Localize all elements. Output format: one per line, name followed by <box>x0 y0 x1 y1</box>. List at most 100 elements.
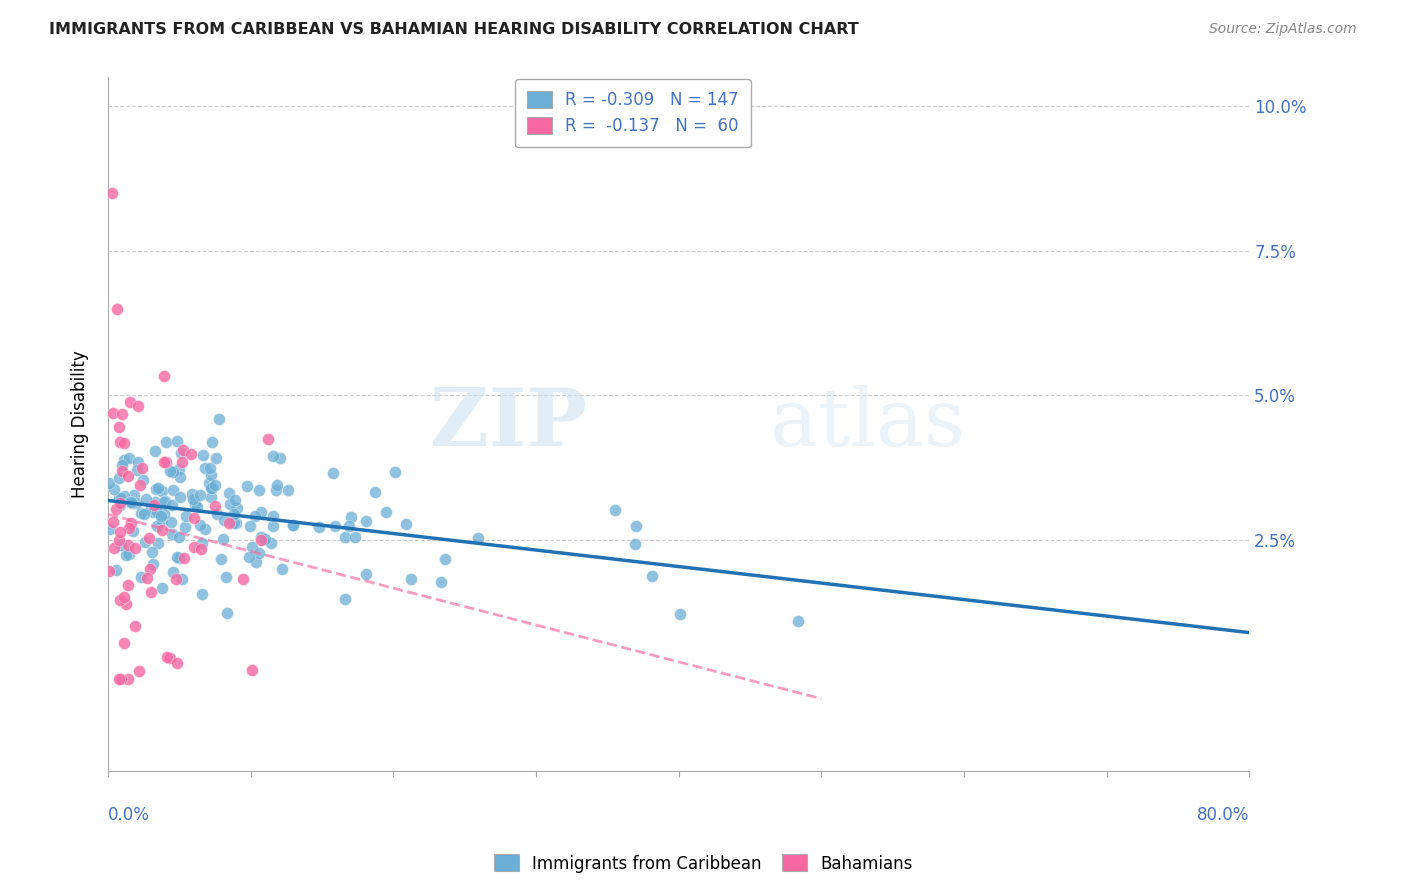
Point <box>215 570 238 584</box>
Point <box>125 496 148 510</box>
Point <box>181 492 204 507</box>
Point <box>104 563 127 577</box>
Point <box>269 450 291 465</box>
Point <box>104 501 127 516</box>
Point <box>186 500 208 514</box>
Point <box>190 488 212 502</box>
Legend: Immigrants from Caribbean, Bahamians: Immigrants from Caribbean, Bahamians <box>486 847 920 880</box>
Point <box>399 572 422 586</box>
Point <box>160 515 183 529</box>
Point <box>249 529 271 543</box>
Point <box>108 495 131 509</box>
Point <box>201 481 224 495</box>
Point <box>117 539 139 553</box>
Point <box>114 453 136 467</box>
Point <box>141 545 163 559</box>
Point <box>153 369 176 384</box>
Point <box>150 509 173 524</box>
Point <box>257 432 280 446</box>
Point <box>128 664 150 678</box>
Point <box>260 535 283 549</box>
Point <box>200 467 222 482</box>
Point <box>146 503 169 517</box>
Point <box>142 558 165 572</box>
Point <box>110 524 132 539</box>
Point <box>121 524 143 539</box>
Point <box>101 515 124 529</box>
Point <box>191 536 214 550</box>
Text: 0.0%: 0.0% <box>108 805 150 824</box>
Point <box>112 489 135 503</box>
Point <box>204 478 226 492</box>
Point <box>160 527 183 541</box>
Point <box>127 463 149 477</box>
Point <box>105 301 128 316</box>
Point <box>266 478 288 492</box>
Point <box>110 491 132 506</box>
Point <box>240 540 263 554</box>
Point <box>117 578 139 592</box>
Point <box>129 570 152 584</box>
Point <box>132 508 155 522</box>
Point <box>375 506 398 520</box>
Point <box>115 548 138 562</box>
Point <box>208 412 231 426</box>
Point <box>118 547 141 561</box>
Point <box>605 503 627 517</box>
Point <box>308 519 330 533</box>
Point <box>108 593 131 607</box>
Point <box>153 507 176 521</box>
Point <box>146 505 169 519</box>
Point <box>225 516 247 530</box>
Point <box>174 520 197 534</box>
Point <box>103 541 125 555</box>
Point <box>281 517 304 532</box>
Point <box>155 455 177 469</box>
Text: atlas: atlas <box>770 385 965 463</box>
Point <box>247 546 270 560</box>
Point <box>236 479 259 493</box>
Point <box>145 482 167 496</box>
Point <box>262 508 284 523</box>
Point <box>430 574 453 589</box>
Point <box>138 562 160 576</box>
Point <box>191 448 214 462</box>
Point <box>183 541 205 555</box>
Point <box>624 519 647 533</box>
Point <box>200 481 222 495</box>
Point <box>434 552 457 566</box>
Point <box>103 482 125 496</box>
Point <box>107 420 129 434</box>
Point <box>239 519 262 533</box>
Point <box>181 487 204 501</box>
Point <box>264 483 287 497</box>
Point <box>150 513 173 527</box>
Point <box>322 466 344 480</box>
Point <box>150 483 173 498</box>
Point <box>212 512 235 526</box>
Point <box>127 400 149 414</box>
Point <box>127 455 149 469</box>
Point <box>166 656 188 670</box>
Point <box>120 495 142 509</box>
Point <box>165 572 187 586</box>
Point <box>190 542 212 557</box>
Point <box>340 510 363 524</box>
Point <box>153 495 176 509</box>
Point <box>344 530 367 544</box>
Point <box>194 461 217 475</box>
Point <box>108 672 131 686</box>
Point <box>668 607 690 621</box>
Point <box>142 505 165 519</box>
Point <box>162 465 184 479</box>
Point <box>110 407 132 421</box>
Point <box>108 435 131 450</box>
Point <box>115 598 138 612</box>
Point <box>198 461 221 475</box>
Point <box>169 490 191 504</box>
Point <box>240 663 263 677</box>
Point <box>128 478 150 492</box>
Point <box>172 443 194 458</box>
Text: 80.0%: 80.0% <box>1197 805 1250 824</box>
Point <box>153 455 176 469</box>
